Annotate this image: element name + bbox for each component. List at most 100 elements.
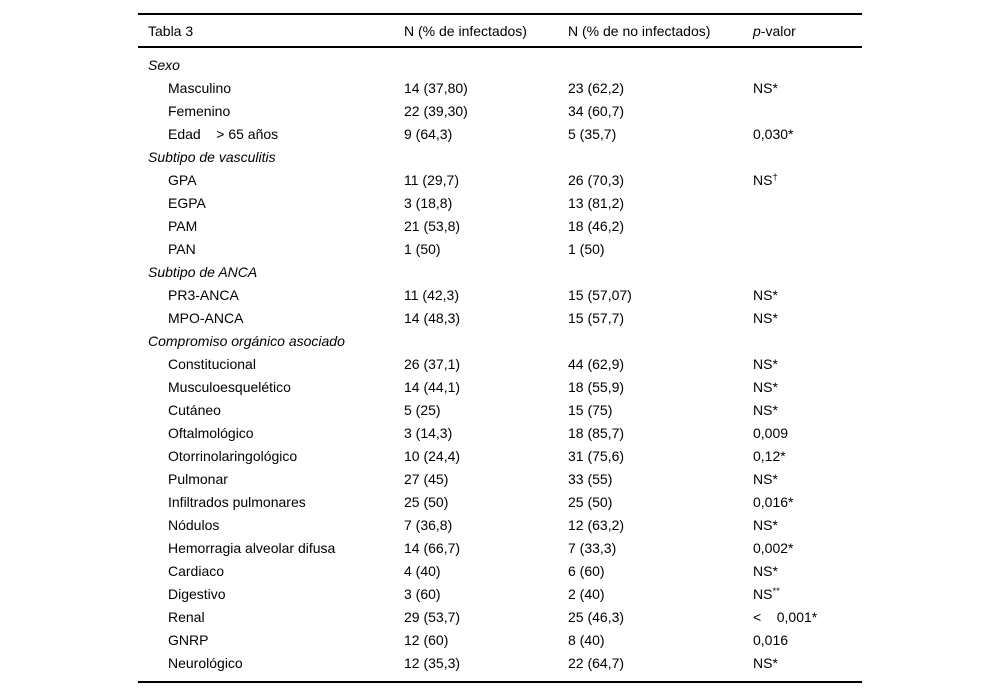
p-value-cell: NS* [753, 654, 778, 671]
row-label: Neurológico [168, 654, 243, 671]
not-infected-cell: 25 (50) [568, 493, 613, 510]
not-infected-cell: 31 (75,6) [568, 447, 625, 464]
table-row: Femenino 22 (39,30) 34 (60,7) [138, 99, 862, 122]
p-value-cell: NS* [753, 378, 778, 395]
table-row: Renal 29 (53,7) 25 (46,3) < 0,001* [138, 605, 862, 628]
p-value-cell: NS** [753, 585, 780, 602]
table-row: Cutáneo 5 (25) 15 (75) NS* [138, 398, 862, 421]
p-value-cell: NS* [753, 516, 778, 533]
table-row: Infiltrados pulmonares 25 (50) 25 (50) 0,01… [138, 490, 862, 513]
not-infected-cell: 34 (60,7) [568, 102, 625, 119]
row-label: Nódulos [168, 516, 220, 533]
infected-cell: 9 (64,3) [404, 125, 453, 142]
infected-cell: 3 (14,3) [404, 424, 453, 441]
table-row: Hemorragia alveolar difusa 14 (66,7) 7 (33… [138, 536, 862, 559]
infected-cell: 3 (18,8) [404, 194, 453, 211]
not-infected-cell: 22 (64,7) [568, 654, 625, 671]
infected-cell: 12 (60) [404, 631, 449, 648]
not-infected-cell: 25 (46,3) [568, 608, 625, 625]
not-infected-cell: 2 (40) [568, 585, 605, 602]
p-value-cell [753, 145, 862, 168]
table-row: MPO-ANCA 14 (48,3) 15 (57,7) NS* [138, 306, 862, 329]
table-row: PAN 1 (50) 1 (50) [138, 237, 862, 260]
p-value-cell: 0,12* [753, 447, 786, 464]
row-label: Infiltrados pulmonares [168, 493, 306, 510]
not-infected-cell: 13 (81,2) [568, 194, 625, 211]
p-value-cell: NS* [753, 309, 778, 326]
row-label: Pulmonar [168, 470, 228, 487]
row-label: EGPA [168, 194, 206, 211]
table-row: PAM 21 (53,8) 18 (46,2) [138, 214, 862, 237]
p-value-cell: 0,002* [753, 539, 794, 556]
not-infected-cell: 18 (55,9) [568, 378, 625, 395]
table-row: GNRP 12 (60) 8 (40) 0,016 [138, 628, 862, 651]
p-value-cell: NS* [753, 562, 778, 579]
table-row: Constitucional 26 (37,1) 44 (62,9) NS* [138, 352, 862, 375]
header-p-value: p-valor [753, 14, 862, 47]
section-label: Sexo [148, 56, 180, 73]
p-value-cell: NS* [753, 355, 778, 372]
infected-cell [404, 260, 568, 283]
not-infected-cell: 23 (62,2) [568, 79, 625, 96]
p-value-cell [753, 191, 862, 214]
section-row: Subtipo de ANCA [138, 260, 862, 283]
not-infected-cell [568, 145, 753, 168]
row-label: Cutáneo [168, 401, 221, 418]
row-label: Oftalmológico [168, 424, 254, 441]
table-row: Pulmonar 27 (45) 33 (55) NS* [138, 467, 862, 490]
row-label: PAN [168, 240, 196, 257]
not-infected-cell: 5 (35,7) [568, 125, 617, 142]
not-infected-cell [568, 329, 753, 352]
row-label: Musculoesquelético [168, 378, 291, 395]
infected-cell: 11 (42,3) [404, 286, 459, 303]
p-value-cell: 0,016 [753, 631, 789, 648]
row-label: GPA [168, 171, 197, 188]
table-row: Digestivo 3 (60) 2 (40) NS** [138, 582, 862, 605]
row-label: Masculino [168, 79, 232, 96]
infected-cell: 25 (50) [404, 493, 449, 510]
table-row: Otorrinolaringológico 10 (24,4) 31 (75,6) 0… [138, 444, 862, 467]
p-value-cell: NS* [753, 470, 778, 487]
not-infected-cell: 26 (70,3) [568, 171, 625, 188]
row-label: PAM [168, 217, 198, 234]
infected-cell: 7 (36,8) [404, 516, 453, 533]
table-row: Nódulos 7 (36,8) 12 (63,2) NS* [138, 513, 862, 536]
infected-cell: 26 (37,1) [404, 355, 461, 372]
p-value-cell: 0,016* [753, 493, 794, 510]
row-label: Otorrinolaringológico [168, 447, 298, 464]
infected-cell: 12 (35,3) [404, 654, 461, 671]
header-row: Tabla 3 N (% de infectados) N (% de no i… [138, 14, 862, 47]
not-infected-cell: 18 (46,2) [568, 217, 625, 234]
footnote-marker: † [772, 171, 778, 183]
infected-cell: 29 (53,7) [404, 608, 461, 625]
table-row: EGPA 3 (18,8) 13 (81,2) [138, 191, 862, 214]
infected-cell: 14 (66,7) [404, 539, 461, 556]
p-value-cell: NS† [753, 171, 778, 188]
row-label: Femenino [168, 102, 231, 119]
section-label: Subtipo de ANCA [148, 263, 258, 280]
infected-cell: 14 (44,1) [404, 378, 461, 395]
infected-cell: 14 (37,80) [404, 79, 468, 96]
header-p-rest: -valor [760, 22, 796, 39]
section-row: Subtipo de vasculitis [138, 145, 862, 168]
infected-cell [404, 329, 568, 352]
row-label: MPO-ANCA [168, 309, 244, 326]
p-value-cell: < 0,001* [753, 608, 818, 625]
p-value-cell [753, 99, 862, 122]
not-infected-cell: 12 (63,2) [568, 516, 625, 533]
row-label: Digestivo [168, 585, 226, 602]
p-value-cell [753, 214, 862, 237]
table-title: Tabla 3 [148, 22, 194, 39]
header-p-italic: p [753, 22, 761, 39]
not-infected-cell: 15 (75) [568, 401, 613, 418]
table-row: Neurológico 12 (35,3) 22 (64,7) NS* [138, 651, 862, 682]
not-infected-cell: 44 (62,9) [568, 355, 625, 372]
row-label: Cardiaco [168, 562, 225, 579]
footnote-marker: ** [772, 585, 780, 597]
infected-cell: 22 (39,30) [404, 102, 468, 119]
not-infected-cell: 8 (40) [568, 631, 605, 648]
table3-header: Tabla 3 N (% de infectados) N (% de no i… [138, 14, 862, 47]
not-infected-cell: 15 (57,7) [568, 309, 625, 326]
not-infected-cell [568, 260, 753, 283]
p-value-cell [753, 260, 862, 283]
